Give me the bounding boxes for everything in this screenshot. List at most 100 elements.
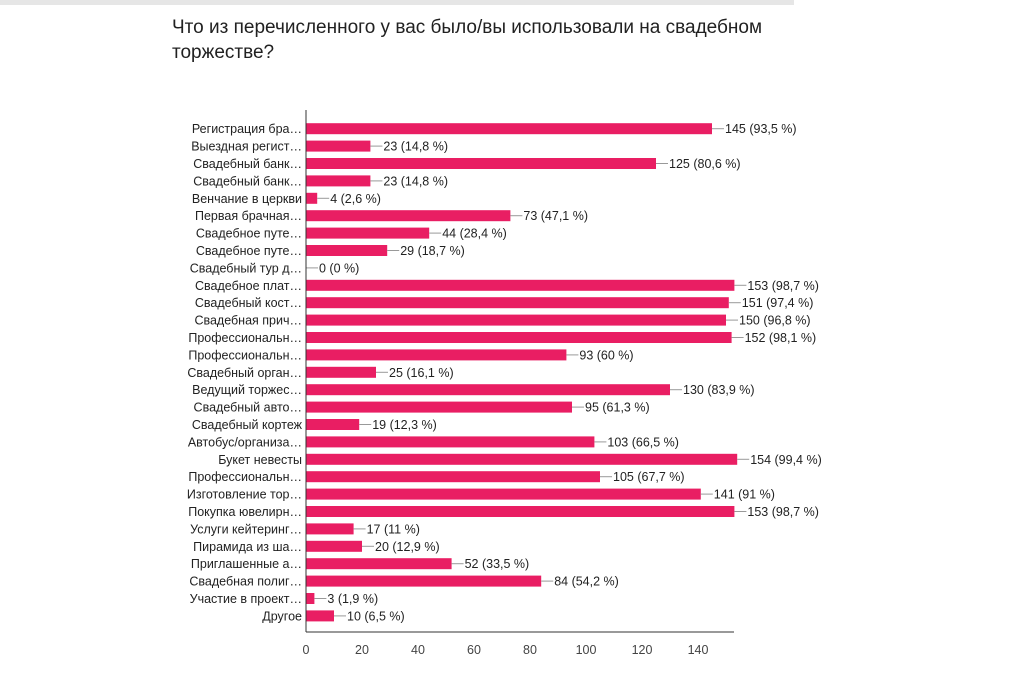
category-label: Свадебная полиг… (189, 575, 302, 589)
bar (306, 593, 315, 604)
bar (306, 314, 726, 326)
category-label: Свадебное путе… (196, 227, 302, 241)
data-label: 84 (54,2 %) (554, 575, 619, 589)
category-label: Ведущий торжес… (192, 383, 302, 397)
x-ticks: 0 20 40 60 80 100 120 140 (303, 643, 709, 657)
data-label: 153 (98,7 %) (747, 279, 819, 293)
category-label: Свадебный кортеж (192, 418, 303, 432)
category-label: Свадебный банк… (193, 174, 302, 188)
category-label: Другое (262, 609, 302, 623)
category-label: Пирамида из ша… (193, 540, 302, 554)
category-label: Автобус/организа… (188, 435, 302, 449)
data-label: 95 (61,3 %) (585, 401, 650, 415)
data-label: 105 (67,7 %) (613, 470, 685, 484)
bar (306, 453, 738, 465)
bar (306, 349, 567, 361)
bar (306, 436, 595, 448)
category-label: Профессиональн… (188, 470, 302, 484)
data-label: 23 (14,8 %) (383, 174, 448, 188)
x-tick-label: 40 (411, 643, 425, 657)
data-label: 23 (14,8 %) (383, 140, 448, 154)
category-label: Свадебное путе… (196, 244, 302, 258)
category-label: Изготовление тор… (187, 488, 302, 502)
bar (306, 175, 371, 187)
bar (306, 610, 334, 622)
bar (306, 192, 318, 204)
data-label: 154 (99,4 %) (750, 453, 822, 467)
data-label: 150 (96,8 %) (739, 314, 811, 328)
category-label: Свадебный тур д… (190, 261, 302, 275)
data-label: 125 (80,6 %) (669, 157, 741, 171)
x-tick-label: 20 (355, 643, 369, 657)
bar (306, 332, 732, 343)
category-label: Профессиональн… (188, 348, 302, 362)
data-label: 19 (12,3 %) (372, 418, 437, 432)
data-label: 130 (83,9 %) (683, 383, 755, 397)
category-label: Покупка ювелирн… (188, 505, 302, 519)
bar (306, 297, 729, 309)
data-label: 52 (33,5 %) (465, 557, 530, 571)
x-tick-label: 140 (688, 643, 709, 657)
x-tick-label: 0 (303, 643, 310, 657)
data-label: 25 (16,1 %) (389, 366, 454, 380)
category-label: Свадебный орган… (187, 366, 302, 380)
bar (306, 227, 430, 239)
data-label: 141 (91 %) (714, 488, 775, 502)
bar (306, 575, 542, 587)
data-label: 29 (18,7 %) (400, 244, 465, 258)
bar (306, 419, 360, 430)
x-tick-label: 120 (632, 643, 653, 657)
category-label: Профессиональн… (188, 331, 302, 345)
chart-title: Что из перечисленного у вас было/вы испо… (172, 17, 763, 63)
category-label: Свадебное плат… (195, 279, 302, 293)
bar (306, 140, 371, 152)
data-label: 73 (47,1 %) (523, 209, 588, 223)
bar (306, 506, 735, 517)
x-tick-label: 60 (467, 643, 481, 657)
bar (306, 488, 701, 500)
data-label: 4 (2,6 %) (330, 192, 381, 206)
category-label: Участие в проект… (190, 592, 302, 606)
bar (306, 558, 452, 570)
bars-layer: Регистрация бра… 145 (93,5 %) Выездная рег… (187, 122, 822, 623)
data-label: 44 (28,4 %) (442, 227, 507, 241)
category-label: Услуги кейтеринг… (190, 522, 302, 536)
top-border (0, 0, 794, 5)
category-label: Свадебный кост… (195, 296, 302, 310)
bar (306, 366, 376, 378)
data-label: 0 (0 %) (319, 261, 359, 275)
bar (306, 523, 354, 535)
bar (306, 384, 670, 396)
category-label: Свадебный авто… (194, 401, 302, 415)
category-label: Свадебный банк… (193, 157, 302, 171)
data-label: 20 (12,9 %) (375, 540, 440, 554)
data-label: 152 (98,1 %) (745, 331, 817, 345)
category-label: Приглашенные а… (191, 557, 302, 571)
data-label: 93 (60 %) (579, 348, 633, 362)
category-label: Венчание в церкви (192, 192, 302, 206)
data-label: 3 (1,9 %) (327, 592, 378, 606)
data-label: 145 (93,5 %) (725, 122, 797, 136)
x-tick-label: 100 (576, 643, 597, 657)
bar (306, 279, 735, 291)
bar (306, 401, 572, 413)
data-label: 17 (11 %) (367, 522, 420, 536)
category-label: Свадебная прич… (194, 314, 302, 328)
bar (306, 123, 712, 135)
category-label: Букет невесты (218, 453, 302, 467)
data-label: 151 (97,4 %) (742, 296, 814, 310)
x-tick-label: 80 (523, 643, 537, 657)
bar (306, 245, 388, 256)
data-label: 10 (6,5 %) (347, 609, 405, 623)
bar (306, 471, 600, 483)
category-label: Регистрация бра… (192, 122, 302, 136)
bar (306, 210, 511, 222)
axis-layer (305, 110, 734, 633)
bar (306, 158, 656, 169)
data-label: 153 (98,7 %) (747, 505, 819, 519)
category-label: Первая брачная… (195, 209, 302, 223)
bar (306, 540, 362, 552)
category-label: Выездная регист… (191, 140, 302, 154)
data-label: 103 (66,5 %) (607, 435, 679, 449)
